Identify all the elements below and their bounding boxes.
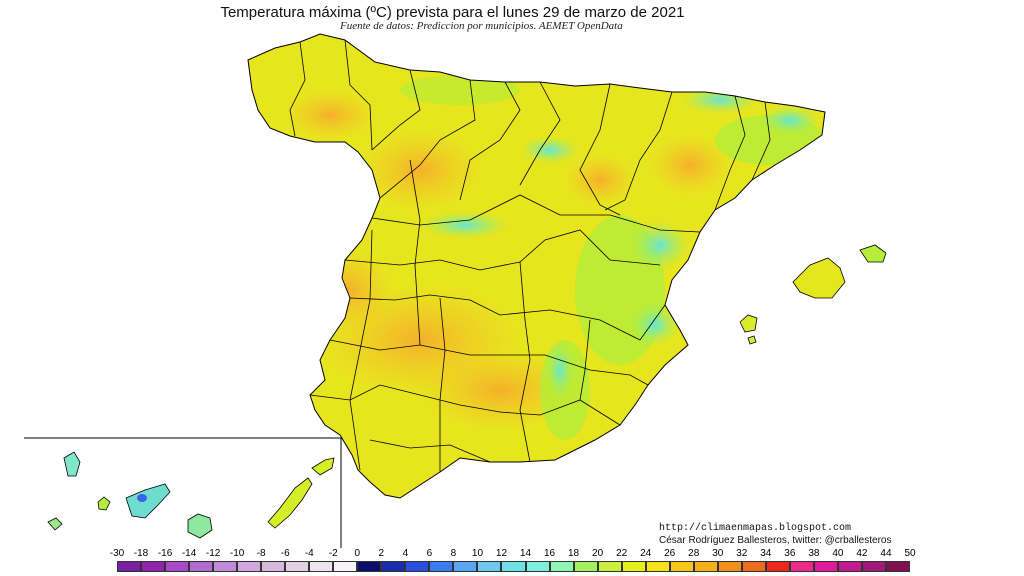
legend-color-swatch	[189, 561, 214, 572]
legend-color-swatch	[597, 561, 622, 572]
legend-color-swatch	[525, 561, 550, 572]
gran-canaria	[187, 513, 213, 539]
legend-tick-label: 4	[402, 548, 409, 559]
credit-url: http://climaenmapas.blogspot.com	[659, 523, 852, 534]
la-gomera	[97, 496, 111, 511]
legend-color-swatch	[693, 561, 718, 572]
legend-color-swatch	[573, 561, 598, 572]
legend-tick-label: 20	[592, 548, 604, 559]
legend-color-swatch	[717, 561, 742, 572]
legend-color-swatch	[381, 561, 406, 572]
canarias-inset-frame	[24, 437, 342, 548]
legend-color-swatch	[357, 561, 382, 572]
legend-color-swatch	[285, 561, 310, 572]
legend-tick-label: 34	[760, 548, 772, 559]
legend-tick-label: 8	[450, 548, 457, 559]
legend-tick-label: 32	[736, 548, 748, 559]
tenerife	[125, 483, 171, 519]
legend-tick-label: -4	[304, 548, 314, 559]
legend-tick-label: 12	[495, 548, 508, 559]
legend-color-swatch	[549, 561, 574, 572]
legend-tick-label: -12	[205, 548, 221, 559]
balearic-islands	[739, 244, 887, 345]
legend-color-swatch	[453, 561, 478, 572]
legend-color-swatch	[861, 561, 886, 572]
lanzarote	[311, 457, 335, 476]
legend-color-swatch	[309, 561, 334, 572]
legend-tick-label: -10	[229, 548, 245, 559]
legend-tick-label: 36	[784, 548, 796, 559]
legend-color-swatch	[429, 561, 454, 572]
legend-tick-label: 28	[688, 548, 700, 559]
legend-color-swatch	[501, 561, 526, 572]
el-hierro	[47, 517, 63, 531]
legend-tick-label: -30	[109, 548, 125, 559]
legend-color-swatch	[645, 561, 670, 572]
fuerteventura	[267, 477, 313, 529]
legend-tick-label: -6	[280, 548, 290, 559]
map-subtitle: Fuente de datos: Prediccion por municipi…	[340, 20, 623, 32]
legend-tick-label: -14	[181, 548, 197, 559]
color-legend: -30 -18 -16 -14 -12 -10 -8 -6 -4 -2 0 2 4 6 8 10 12 14 16 1…	[0, 548, 1024, 576]
credit-author: César Rodríguez Ballesteros, twitter: @c…	[659, 535, 892, 546]
legend-color-swatch	[789, 561, 814, 572]
temperature-map	[24, 33, 887, 548]
legend-color-swatch	[837, 561, 862, 572]
legend-tick-label: 14	[519, 548, 532, 559]
legend-tick-label: 38	[808, 548, 820, 559]
ibiza	[739, 314, 758, 333]
legend-tick-label: 24	[640, 548, 652, 559]
legend-color-swatch	[405, 561, 430, 572]
legend-tick-label: 44	[880, 548, 892, 559]
legend-color-swatch	[885, 561, 910, 572]
legend-color-swatch	[237, 561, 262, 572]
legend-color-swatch	[765, 561, 790, 572]
la-palma	[63, 451, 81, 477]
teide-peak	[137, 494, 147, 502]
legend-tick-label: 0	[354, 548, 361, 559]
legend-tick-label: 40	[832, 548, 844, 559]
province-borders	[289, 39, 771, 472]
legend-color-swatch	[165, 561, 190, 572]
legend-color-swatch	[333, 561, 358, 572]
legend-tick-label: 10	[471, 548, 484, 559]
legend-color-swatch	[477, 561, 502, 572]
legend-color-swatch	[621, 561, 646, 572]
legend-tick-label: 22	[616, 548, 628, 559]
legend-tick-label: 2	[378, 548, 385, 559]
legend-tick-label: 6	[426, 548, 433, 559]
legend-tick-label: -8	[256, 548, 266, 559]
legend-color-swatch	[669, 561, 694, 572]
legend-color-swatch	[261, 561, 286, 572]
legend-color-swatch	[813, 561, 838, 572]
mallorca	[792, 257, 846, 299]
legend-color-swatch	[141, 561, 166, 572]
legend-tick-label: 50	[904, 548, 916, 559]
formentera	[747, 335, 757, 345]
legend-tick-label: -2	[328, 548, 338, 559]
canary-islands	[47, 451, 335, 539]
legend-tick-label: 30	[712, 548, 724, 559]
legend-color-swatch	[117, 561, 142, 572]
menorca	[859, 244, 887, 263]
legend-tick-label: -18	[133, 548, 149, 559]
legend-tick-label: -16	[157, 548, 173, 559]
legend-color-swatch	[741, 561, 766, 572]
legend-tick-label: 42	[856, 548, 868, 559]
legend-tick-label: 18	[568, 548, 580, 559]
legend-tick-label: 16	[543, 548, 556, 559]
legend-tick-label: 26	[664, 548, 676, 559]
map-title: Temperatura máxima (ºC) prevista para el…	[220, 4, 685, 21]
temperature-fill	[285, 75, 825, 440]
legend-color-swatch	[213, 561, 238, 572]
